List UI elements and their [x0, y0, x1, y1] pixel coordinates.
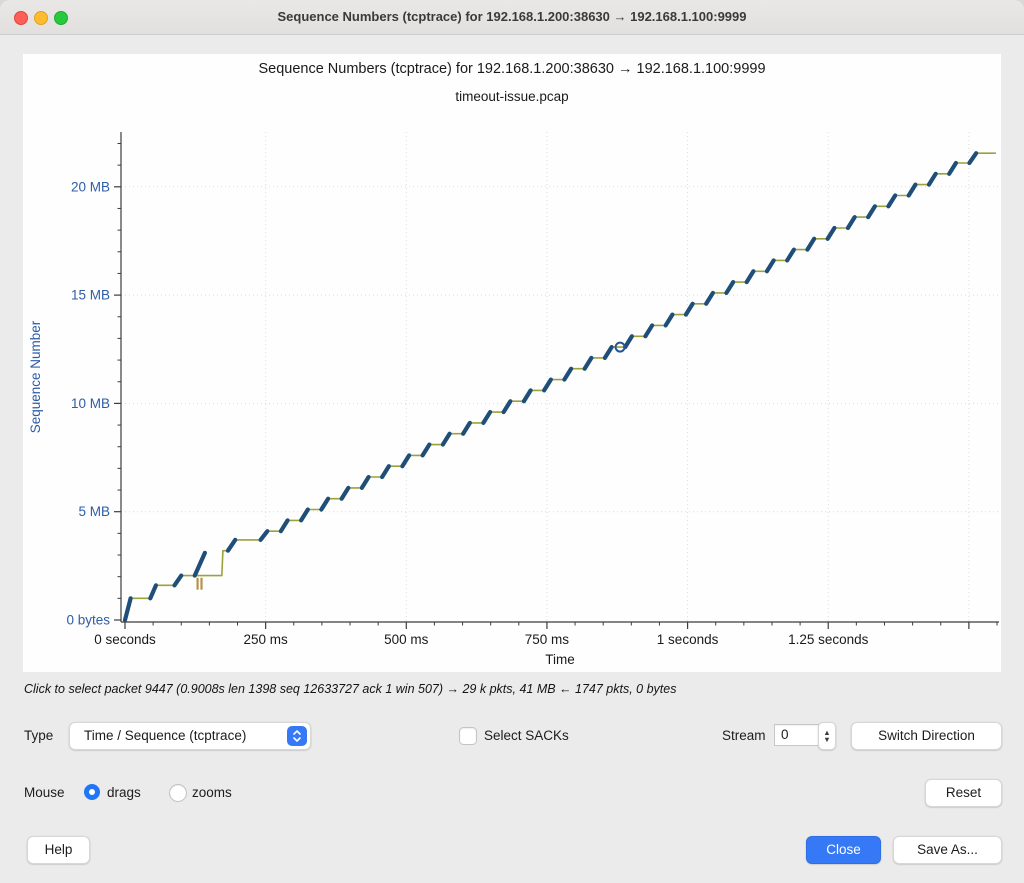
mouse-label: Mouse — [24, 785, 65, 800]
svg-text:Sequence Number: Sequence Number — [28, 320, 43, 433]
svg-text:750 ms: 750 ms — [525, 632, 570, 647]
minimize-window-icon[interactable] — [34, 11, 48, 25]
chevron-up-down-icon — [287, 726, 307, 746]
graph-type-value: Time / Sequence (tcptrace) — [84, 728, 247, 743]
stream-label: Stream — [722, 728, 766, 743]
svg-text:Time: Time — [545, 652, 575, 667]
sequence-series — [122, 151, 996, 623]
svg-text:10 MB: 10 MB — [71, 396, 110, 411]
svg-text:500 ms: 500 ms — [384, 632, 429, 647]
chart-panel: Sequence Numbers (tcptrace) for 192.168.… — [23, 54, 1001, 672]
close-button[interactable]: Close — [806, 836, 881, 864]
svg-text:15 MB: 15 MB — [71, 288, 110, 303]
stream-stepper[interactable]: ▲ ▼ — [818, 722, 836, 750]
svg-text:0 seconds: 0 seconds — [94, 632, 156, 647]
titlebar[interactable]: Sequence Numbers (tcptrace) for 192.168.… — [0, 0, 1024, 35]
axes — [120, 132, 999, 623]
stepper-down-icon[interactable]: ▼ — [823, 735, 831, 744]
svg-text:0 bytes: 0 bytes — [66, 613, 110, 628]
sack-ticks — [196, 577, 203, 590]
svg-text:1 seconds: 1 seconds — [657, 632, 719, 647]
stepper-up-icon[interactable]: ▲ — [823, 728, 831, 737]
axis-tick-labels: 0 seconds 250 ms 500 ms 750 ms 1 seconds 1.25… — [66, 179, 868, 647]
zoom-window-icon[interactable] — [54, 11, 68, 25]
type-label: Type — [24, 728, 54, 743]
svg-text:1.25 seconds: 1.25 seconds — [788, 632, 869, 647]
window-title: Sequence Numbers (tcptrace) for 192.168.… — [277, 9, 747, 24]
close-window-icon[interactable] — [14, 11, 28, 25]
help-button[interactable]: Help — [27, 836, 90, 864]
svg-text:20 MB: 20 MB — [71, 179, 110, 194]
svg-text:5 MB: 5 MB — [78, 504, 110, 519]
hovered-packet-marker — [614, 341, 626, 353]
axis-titles: Time Sequence Number — [28, 320, 575, 667]
graph-type-dropdown[interactable]: Time / Sequence (tcptrace) — [69, 722, 311, 750]
tcptrace-graph[interactable]: 0 seconds 250 ms 500 ms 750 ms 1 seconds 1.25… — [23, 54, 1001, 672]
chart-subtitle: timeout-issue.pcap — [455, 89, 569, 104]
stream-input[interactable]: 0 — [774, 724, 820, 746]
mouse-drags-label: drags — [107, 785, 141, 800]
reset-button[interactable]: Reset — [925, 779, 1002, 807]
hover-status-text: Click to select packet 9447 (0.9008s len… — [24, 682, 677, 696]
select-sacks-label: Select SACKs — [484, 728, 569, 743]
save-as-button[interactable]: Save As... — [893, 836, 1002, 864]
chart-title: Sequence Numbers (tcptrace) for 192.168.… — [258, 61, 766, 77]
mouse-drags-radio[interactable] — [84, 784, 100, 800]
svg-text:250 ms: 250 ms — [244, 632, 289, 647]
retransmission-segment — [192, 550, 207, 578]
mouse-zooms-label: zooms — [192, 785, 232, 800]
mouse-zooms-radio[interactable] — [169, 784, 187, 802]
grid-lines — [121, 132, 999, 622]
switch-direction-button[interactable]: Switch Direction — [851, 722, 1002, 750]
select-sacks-checkbox[interactable] — [459, 727, 477, 745]
